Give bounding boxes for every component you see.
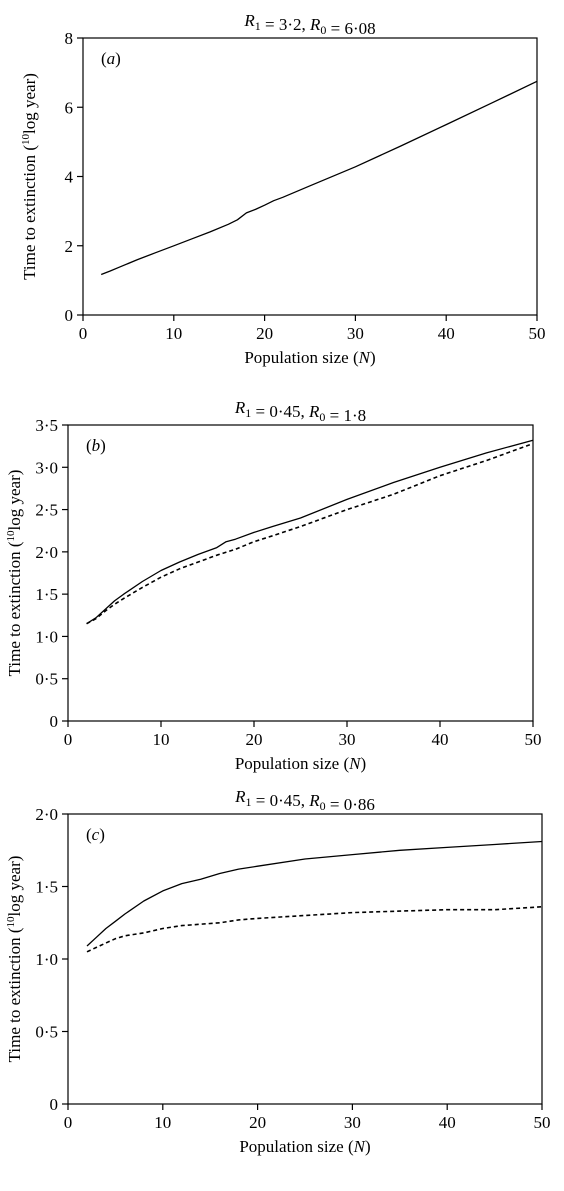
y-tick-label: 1·5 bbox=[35, 585, 58, 604]
y-tick-label: 1·5 bbox=[35, 878, 58, 897]
chart-title: R1 = 0·45, R0 = 0·86 bbox=[234, 787, 375, 814]
x-tick-label: 20 bbox=[249, 1113, 266, 1132]
chart-panel-a: 0 10 20 30 40 50 0 2 4 6 8 R1 = 3·2, R0 = 6·08 (a) Po… bbox=[20, 11, 546, 367]
y-tick-label: 1·0 bbox=[35, 627, 58, 646]
y-tick-label: 0 bbox=[50, 1095, 59, 1114]
x-tick-label: 40 bbox=[438, 324, 455, 343]
panel-letter: (b) bbox=[86, 436, 106, 455]
y-axis-label: Time to extinction (10log year) bbox=[5, 856, 24, 1063]
x-tick-label: 30 bbox=[347, 324, 364, 343]
x-tick-label: 0 bbox=[64, 1113, 73, 1132]
x-tick-label: 20 bbox=[256, 324, 273, 343]
x-tick-label: 10 bbox=[165, 324, 182, 343]
panel-letter: (c) bbox=[86, 825, 105, 844]
panel-letter: (a) bbox=[101, 49, 121, 68]
y-tick-label: 2·0 bbox=[35, 805, 58, 824]
y-axis-label: Time to extinction (10log year) bbox=[20, 73, 39, 280]
y-tick-label: 1·0 bbox=[35, 950, 58, 969]
y-tick-label: 0·5 bbox=[35, 670, 58, 689]
chart-title: R1 = 0·45, R0 = 1·8 bbox=[234, 398, 366, 425]
x-tick-label: 30 bbox=[344, 1113, 361, 1132]
series-line-solid bbox=[100, 80, 538, 276]
x-tick-label: 40 bbox=[432, 730, 449, 749]
plot-frame bbox=[67, 813, 543, 1105]
x-tick-label: 30 bbox=[339, 730, 356, 749]
y-tick-label: 0 bbox=[65, 306, 74, 325]
y-tick-label: 3·5 bbox=[35, 416, 58, 435]
series-line-solid bbox=[86, 840, 543, 947]
chart-panel-c: 0 10 20 30 40 50 0 0·5 1·0 1·5 2·0 R1 = 0·45, R0 = … bbox=[5, 787, 551, 1156]
x-tick-label: 50 bbox=[529, 324, 546, 343]
chart-panel-b: 0 10 20 30 40 50 0 0·5 1·0 1·5 2·0 2·5 3·0 3·5 R1 = 0·… bbox=[5, 398, 542, 773]
series-line-dashed bbox=[86, 442, 534, 625]
x-tick-label: 50 bbox=[534, 1113, 551, 1132]
x-tick-label: 20 bbox=[246, 730, 263, 749]
y-tick-label: 2 bbox=[65, 237, 74, 256]
y-tick-label: 2·5 bbox=[35, 501, 58, 520]
series-line-dashed bbox=[86, 906, 543, 953]
x-tick-label: 0 bbox=[79, 324, 88, 343]
x-axis-label: Population size (N) bbox=[239, 1137, 370, 1156]
chart-title: R1 = 3·2, R0 = 6·08 bbox=[243, 11, 375, 38]
x-axis-label: Population size (N) bbox=[235, 754, 366, 773]
x-tick-label: 10 bbox=[153, 730, 170, 749]
x-axis-label: Population size (N) bbox=[244, 348, 375, 367]
y-tick-label: 8 bbox=[65, 29, 74, 48]
y-axis-label: Time to extinction (10log year) bbox=[5, 470, 24, 677]
plot-frame bbox=[67, 424, 534, 722]
y-tick-label: 0 bbox=[50, 712, 59, 731]
series-line-solid bbox=[86, 439, 534, 625]
x-tick-label: 50 bbox=[525, 730, 542, 749]
y-tick-label: 6 bbox=[65, 98, 74, 117]
x-tick-label: 40 bbox=[439, 1113, 456, 1132]
x-tick-label: 10 bbox=[154, 1113, 171, 1132]
y-tick-label: 0·5 bbox=[35, 1023, 58, 1042]
y-tick-label: 2·0 bbox=[35, 543, 58, 562]
plot-frame bbox=[82, 37, 538, 316]
x-tick-label: 0 bbox=[64, 730, 73, 749]
y-tick-label: 3·0 bbox=[35, 458, 58, 477]
y-tick-label: 4 bbox=[65, 168, 74, 187]
